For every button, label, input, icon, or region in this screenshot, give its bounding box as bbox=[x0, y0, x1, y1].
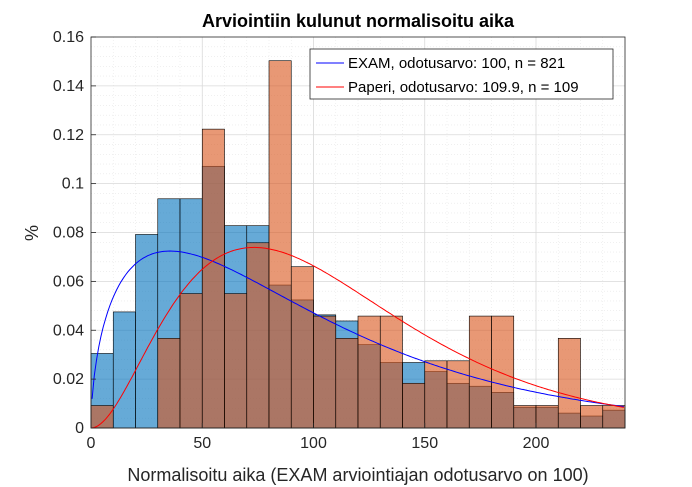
bar-paperi bbox=[313, 315, 337, 429]
bar-paperi bbox=[157, 338, 181, 429]
bar-paperi bbox=[268, 60, 292, 429]
x-tick-label: 200 bbox=[523, 435, 550, 452]
y-tick-label: 0.16 bbox=[53, 29, 84, 46]
bar-paperi bbox=[379, 315, 403, 429]
x-tick-label: 0 bbox=[87, 435, 96, 452]
y-tick-label: 0.08 bbox=[53, 225, 84, 242]
bar-exam bbox=[112, 311, 136, 429]
bar-paperi bbox=[513, 405, 537, 429]
y-tick-label: 0.02 bbox=[53, 371, 84, 388]
chart-title: Arviointiin kulunut normalisoitu aika bbox=[202, 11, 515, 31]
bar-paperi bbox=[224, 293, 248, 429]
bar-paperi bbox=[580, 405, 604, 429]
y-tick-label: 0 bbox=[75, 420, 84, 437]
fit-curves bbox=[91, 246, 624, 429]
bar-exam bbox=[135, 234, 159, 429]
bar-paperi bbox=[335, 338, 359, 429]
fit-curve-exam bbox=[91, 250, 624, 408]
y-tick-label: 0.04 bbox=[53, 322, 84, 339]
y-tick-label: 0.06 bbox=[53, 273, 84, 290]
y-tick-label: 0.14 bbox=[53, 78, 84, 95]
bar-paperi bbox=[424, 360, 448, 429]
bar-paperi bbox=[491, 315, 515, 429]
x-tick-label: 100 bbox=[300, 435, 327, 452]
legend-label-exam: EXAM, odotusarvo: 100, n = 821 bbox=[348, 55, 565, 72]
histogram-bars bbox=[90, 60, 626, 429]
bar-paperi bbox=[290, 266, 314, 429]
y-tick-label: 0.1 bbox=[62, 176, 84, 193]
bar-paperi bbox=[535, 405, 559, 429]
bar-paperi bbox=[468, 315, 492, 429]
bar-paperi bbox=[446, 360, 470, 429]
bar-paperi bbox=[201, 128, 225, 429]
x-tick-label: 50 bbox=[193, 435, 211, 452]
bar-paperi bbox=[179, 293, 203, 429]
tick-labels: 0 50 100 150 200 0 0.02 0.04 0.06 0.08 0.1 0.12 0.14… bbox=[53, 29, 550, 452]
bar-paperi bbox=[357, 315, 381, 429]
bar-paperi bbox=[90, 405, 114, 429]
y-axis-label: % bbox=[22, 225, 42, 241]
x-axis-label: Normalisoitu aika (EXAM arviointiajan od… bbox=[127, 465, 588, 485]
x-tick-label: 150 bbox=[411, 435, 438, 452]
legend-label-paperi: Paperi, odotusarvo: 109.9, n = 109 bbox=[348, 79, 579, 96]
bar-paperi bbox=[246, 242, 270, 429]
legend-box bbox=[309, 48, 614, 100]
bar-paperi bbox=[557, 338, 581, 429]
legend: EXAM, odotusarvo: 100, n = 821 Paperi, o… bbox=[309, 48, 614, 100]
bar-paperi bbox=[602, 405, 626, 429]
fit-curve-paperi bbox=[92, 246, 624, 429]
bar-paperi bbox=[402, 382, 426, 429]
y-tick-label: 0.12 bbox=[53, 127, 84, 144]
